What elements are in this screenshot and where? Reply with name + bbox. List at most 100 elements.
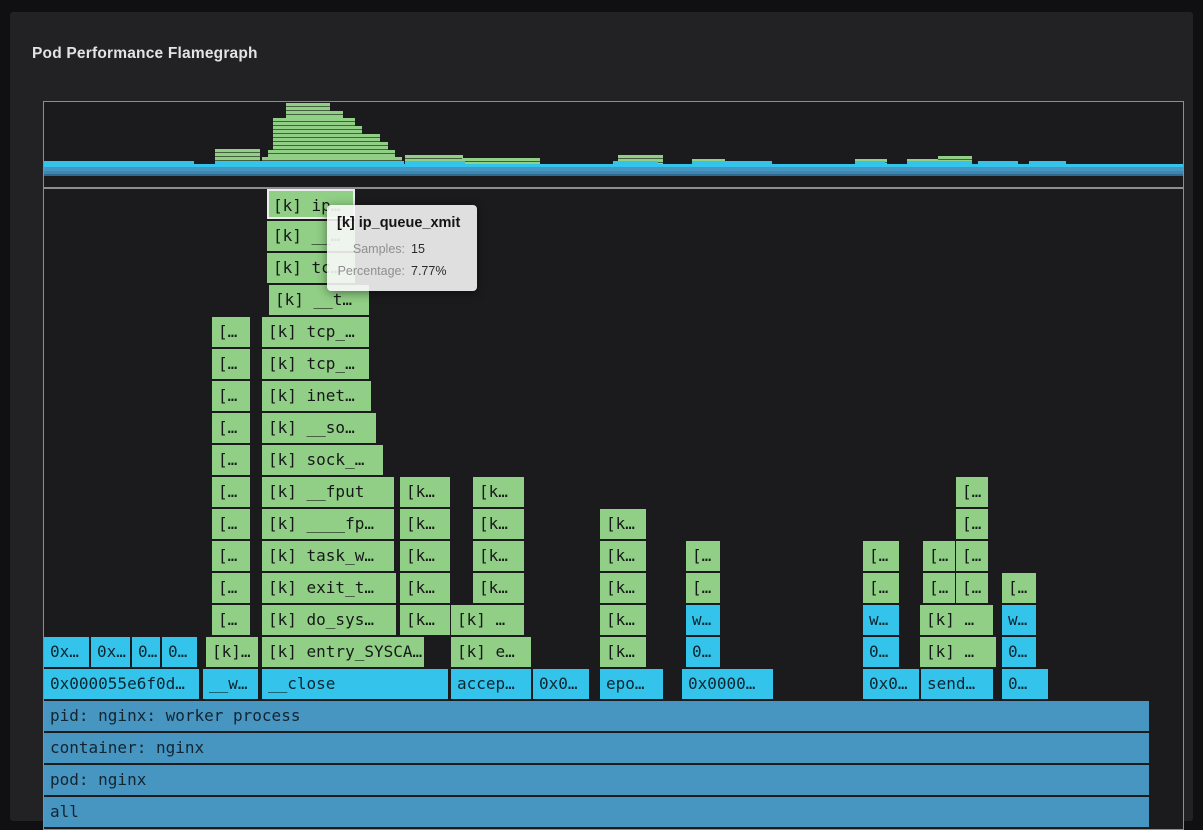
- flame-block[interactable]: […: [212, 477, 250, 507]
- flame-block[interactable]: pod: nginx: [44, 765, 1149, 795]
- minimap-cyan-bar: [855, 161, 885, 164]
- flame-block[interactable]: […: [956, 477, 988, 507]
- flame-block[interactable]: __w…: [203, 669, 258, 699]
- minimap-green-bar: [286, 111, 343, 118]
- flame-block[interactable]: […: [1002, 573, 1036, 603]
- flame-block[interactable]: […: [212, 413, 250, 443]
- tooltip-percentage-label: Percentage:: [337, 264, 405, 278]
- flame-block[interactable]: [k…: [400, 573, 450, 603]
- flame-block[interactable]: […: [863, 541, 899, 571]
- flame-block[interactable]: [k] tcp_…: [262, 349, 369, 379]
- minimap-cyan-bar: [978, 161, 1018, 164]
- minimap-green-bar: [938, 156, 972, 165]
- flame-block[interactable]: […: [923, 541, 955, 571]
- flame-block[interactable]: 0x000055e6f0d…: [44, 669, 199, 699]
- minimap-green-bar: [405, 155, 463, 165]
- flame-block[interactable]: [k] __fput: [262, 477, 394, 507]
- flame-block[interactable]: [k…: [400, 541, 450, 571]
- flame-block[interactable]: 0x…: [44, 637, 89, 667]
- minimap-base-band: [44, 167, 1183, 171]
- minimap-cyan-bar: [215, 161, 265, 164]
- flame-block[interactable]: [k] __so…: [262, 413, 376, 443]
- flame-block[interactable]: 0…: [162, 637, 197, 667]
- flame-block[interactable]: [k] exit_t…: [262, 573, 396, 603]
- flame-block[interactable]: […: [923, 573, 955, 603]
- flame-block[interactable]: [k] sock_…: [262, 445, 383, 475]
- flame-block[interactable]: 0…: [686, 637, 720, 667]
- flame-block[interactable]: pid: nginx: worker process: [44, 701, 1149, 731]
- flame-block[interactable]: […: [212, 381, 250, 411]
- flame-block-highlighted[interactable]: [k] ip…: [267, 189, 355, 219]
- flame-block[interactable]: container: nginx: [44, 733, 1149, 763]
- flame-block[interactable]: 0…: [1002, 669, 1048, 699]
- flame-block[interactable]: [k] task_w…: [262, 541, 394, 571]
- flame-block[interactable]: epo…: [600, 669, 663, 699]
- flame-block[interactable]: […: [212, 349, 250, 379]
- flame-block[interactable]: [k…: [400, 477, 450, 507]
- flame-block[interactable]: [k] tcp_…: [262, 317, 369, 347]
- minimap-green-bar: [618, 155, 663, 165]
- flame-block[interactable]: __close: [262, 669, 448, 699]
- flame-block[interactable]: 0…: [1002, 637, 1036, 667]
- flame-block[interactable]: [k…: [473, 541, 524, 571]
- flame-block[interactable]: [k] inet…: [262, 381, 371, 411]
- tooltip-function-name: [k] ip_queue_xmit: [337, 215, 461, 231]
- flame-block[interactable]: […: [686, 541, 720, 571]
- flame-block[interactable]: w…: [686, 605, 720, 635]
- tooltip-samples-label: Samples:: [352, 242, 405, 256]
- minimap-cyan-bar: [1029, 161, 1066, 164]
- flame-block[interactable]: […: [212, 573, 250, 603]
- minimap-green-bar: [268, 150, 395, 157]
- flamegraph-minimap[interactable]: [43, 101, 1184, 188]
- flame-block[interactable]: [k] …: [451, 605, 524, 635]
- flame-block[interactable]: […: [212, 317, 250, 347]
- flame-block[interactable]: 0x0000…: [682, 669, 773, 699]
- flame-block[interactable]: 0x…: [91, 637, 130, 667]
- flame-block[interactable]: [k…: [600, 573, 646, 603]
- flame-block[interactable]: [k…: [600, 637, 646, 667]
- minimap-cyan-bar: [262, 161, 404, 164]
- flame-block[interactable]: 0x0…: [533, 669, 589, 699]
- flame-block[interactable]: [k…: [600, 509, 646, 539]
- flame-block[interactable]: […: [956, 509, 988, 539]
- flame-block[interactable]: 0…: [863, 637, 899, 667]
- tooltip-samples-value: 15: [411, 242, 425, 256]
- flame-block[interactable]: 0…: [132, 637, 160, 667]
- minimap-green-bar: [273, 118, 355, 126]
- block-tooltip: [k] ip_queue_xmit Samples: 15 Percentage…: [327, 205, 477, 291]
- flame-block[interactable]: [k] …: [920, 605, 993, 635]
- flame-block[interactable]: [k] e…: [451, 637, 531, 667]
- flame-block[interactable]: send…: [921, 669, 993, 699]
- flame-block[interactable]: [k] ____fp…: [262, 509, 394, 539]
- flame-block[interactable]: […: [956, 541, 988, 571]
- flame-block[interactable]: [k…: [600, 605, 646, 635]
- minimap-cyan-bar: [613, 161, 658, 164]
- flame-block[interactable]: [k] entry_SYSCA…: [262, 637, 424, 667]
- flame-block[interactable]: [k…: [400, 605, 450, 635]
- flame-block[interactable]: […: [212, 509, 250, 539]
- flame-block[interactable]: […: [212, 605, 250, 635]
- flame-block[interactable]: [k] do_sys…: [262, 605, 396, 635]
- flame-block[interactable]: w…: [1002, 605, 1036, 635]
- flame-block[interactable]: [k…: [473, 509, 524, 539]
- flame-block[interactable]: […: [212, 445, 250, 475]
- flame-block[interactable]: accep…: [451, 669, 531, 699]
- flame-block[interactable]: [k] …: [920, 637, 996, 667]
- flame-block[interactable]: […: [686, 573, 720, 603]
- flame-block[interactable]: […: [863, 573, 899, 603]
- flame-block[interactable]: [k…: [473, 477, 524, 507]
- flame-block[interactable]: w…: [863, 605, 899, 635]
- flame-block[interactable]: [k…: [473, 573, 524, 603]
- flame-block[interactable]: [k…: [600, 541, 646, 571]
- flame-block[interactable]: [k…: [400, 509, 450, 539]
- flame-block[interactable]: […: [212, 541, 250, 571]
- flame-block[interactable]: 0x0…: [863, 669, 919, 699]
- flame-block[interactable]: […: [956, 573, 988, 603]
- minimap-cyan-bar: [405, 161, 465, 164]
- flame-block[interactable]: all: [44, 797, 1149, 827]
- flame-block[interactable]: [k]…: [206, 637, 258, 667]
- minimap-green-bar: [286, 103, 330, 111]
- minimap-base-band: [44, 174, 1183, 176]
- tooltip-percentage-value: 7.77%: [411, 264, 447, 278]
